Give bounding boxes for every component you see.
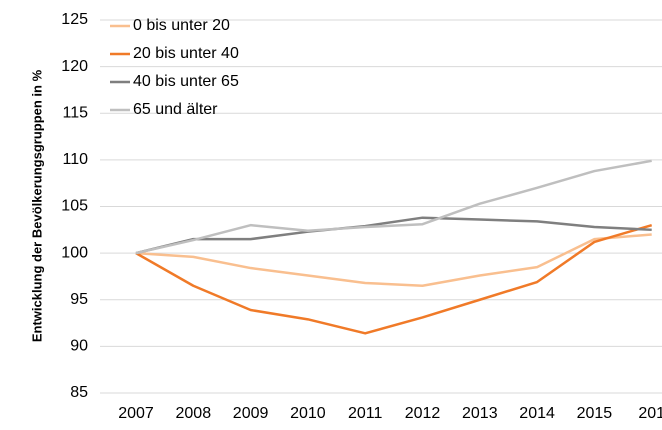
series-line xyxy=(135,216,652,255)
x-tick-label: 2011 xyxy=(348,405,383,422)
x-tick-label: 2007 xyxy=(118,405,154,422)
x-tick-label: 201 xyxy=(638,405,662,422)
y-tick-label: 100 xyxy=(61,244,88,261)
series-line xyxy=(135,233,652,288)
y-tick-label: 125 xyxy=(61,11,88,28)
y-axis-label: Entwicklung der Bevölkerungsgruppen in % xyxy=(29,69,44,342)
series-line xyxy=(135,223,653,335)
x-tick-label: 2009 xyxy=(233,405,269,422)
y-tick-label: 95 xyxy=(70,291,88,308)
x-tick-label: 2008 xyxy=(176,405,212,422)
y-tick-label: 105 xyxy=(61,198,88,215)
x-tick-label: 2014 xyxy=(519,405,555,422)
legend-label: 20 bis unter 40 xyxy=(133,45,239,62)
y-tick-label: 90 xyxy=(70,338,88,355)
x-tick-label: 2013 xyxy=(462,405,498,422)
legend-label: 0 bis unter 20 xyxy=(133,17,230,34)
series-line xyxy=(135,159,652,255)
x-tick-label: 2010 xyxy=(290,405,326,422)
y-tick-label: 110 xyxy=(62,151,88,168)
legend-label: 40 bis unter 65 xyxy=(133,73,239,90)
y-tick-label: 85 xyxy=(70,384,88,401)
legend-label: 65 und älter xyxy=(133,101,218,118)
y-tick-label: 120 xyxy=(61,58,88,75)
x-tick-label: 2015 xyxy=(577,405,613,422)
y-tick-label: 115 xyxy=(62,104,88,121)
x-tick-label: 2012 xyxy=(405,405,441,422)
